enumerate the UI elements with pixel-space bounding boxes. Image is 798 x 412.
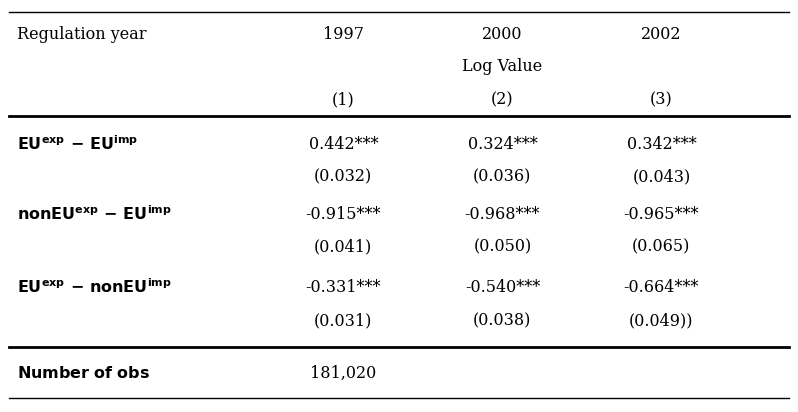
- Text: (0.031): (0.031): [314, 312, 373, 329]
- Text: (1): (1): [332, 91, 354, 108]
- Text: $\mathbf{Number\ of\ obs}$: $\mathbf{Number\ of\ obs}$: [18, 365, 151, 382]
- Text: (0.049)): (0.049)): [629, 312, 693, 329]
- Text: (0.032): (0.032): [314, 169, 373, 186]
- Text: (0.041): (0.041): [314, 239, 373, 255]
- Text: (0.036): (0.036): [473, 169, 531, 186]
- Text: 0.324***: 0.324***: [468, 136, 537, 153]
- Text: -0.965***: -0.965***: [624, 206, 699, 222]
- Text: $\mathbf{EU}^{\mathbf{exp}}\mathbf{\,-\,}\mathbf{nonEU}^{\mathbf{imp}}$: $\mathbf{EU}^{\mathbf{exp}}\mathbf{\,-\,…: [18, 279, 172, 297]
- Text: (0.050): (0.050): [473, 239, 531, 255]
- Text: $\mathbf{EU}^{\mathbf{exp}}\mathbf{\,-\,}\mathbf{EU}^{\mathbf{imp}}$: $\mathbf{EU}^{\mathbf{exp}}\mathbf{\,-\,…: [18, 135, 139, 154]
- Text: (2): (2): [491, 91, 514, 108]
- Text: 0.442***: 0.442***: [309, 136, 378, 153]
- Text: -0.331***: -0.331***: [306, 279, 381, 296]
- Text: $\mathbf{nonEU}^{\mathbf{exp}}\mathbf{\,-\,}\mathbf{EU}^{\mathbf{imp}}$: $\mathbf{nonEU}^{\mathbf{exp}}\mathbf{\,…: [18, 205, 172, 224]
- Text: (0.043): (0.043): [632, 169, 690, 186]
- Text: 0.342***: 0.342***: [626, 136, 697, 153]
- Text: -0.664***: -0.664***: [624, 279, 699, 296]
- Text: 2002: 2002: [641, 26, 681, 42]
- Text: 181,020: 181,020: [310, 365, 377, 382]
- Text: (0.065): (0.065): [632, 239, 690, 255]
- Text: Log Value: Log Value: [462, 59, 543, 75]
- Text: -0.915***: -0.915***: [306, 206, 381, 222]
- Text: 2000: 2000: [482, 26, 523, 42]
- Text: Regulation year: Regulation year: [18, 26, 147, 42]
- Text: 1997: 1997: [323, 26, 364, 42]
- Text: -0.540***: -0.540***: [464, 279, 540, 296]
- Text: (3): (3): [650, 91, 673, 108]
- Text: -0.968***: -0.968***: [464, 206, 540, 222]
- Text: (0.038): (0.038): [473, 312, 531, 329]
